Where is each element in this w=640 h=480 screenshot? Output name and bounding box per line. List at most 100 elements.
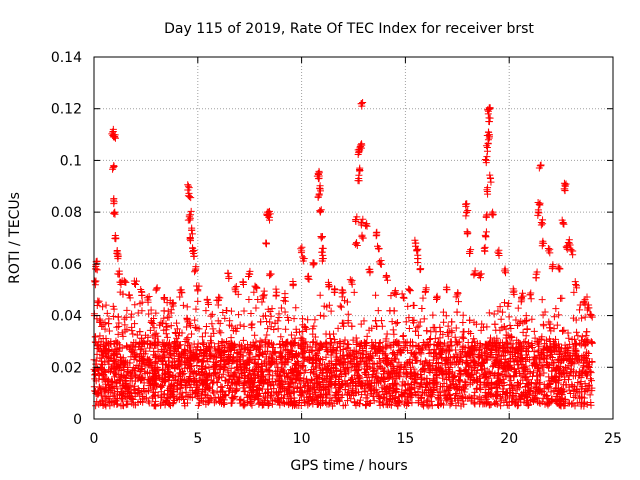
data-point <box>494 307 502 315</box>
data-point <box>314 400 322 408</box>
data-point <box>312 375 320 383</box>
data-point <box>272 356 280 364</box>
data-point <box>326 330 334 338</box>
data-point <box>413 323 421 331</box>
data-point <box>126 383 134 391</box>
data-point <box>329 372 337 380</box>
data-point <box>370 366 378 374</box>
data-point <box>436 387 444 395</box>
data-point <box>396 347 404 355</box>
data-point <box>113 388 121 396</box>
data-point <box>382 272 390 280</box>
data-point <box>433 294 441 302</box>
data-point <box>420 360 428 368</box>
data-point <box>295 377 303 385</box>
data-point <box>233 348 241 356</box>
data-point <box>183 323 191 331</box>
data-point <box>274 396 282 404</box>
data-point <box>573 385 581 393</box>
data-point <box>335 359 343 367</box>
data-point <box>261 357 269 365</box>
data-point <box>365 400 373 408</box>
data-point <box>555 401 563 409</box>
data-point <box>477 326 485 334</box>
data-point <box>540 369 548 377</box>
data-point <box>523 317 531 325</box>
data-point <box>500 267 508 275</box>
data-point <box>386 400 394 408</box>
data-point <box>114 330 122 338</box>
data-point <box>344 368 352 376</box>
data-point <box>322 399 330 407</box>
data-point <box>482 341 490 349</box>
data-point <box>318 376 326 384</box>
data-point <box>247 321 255 329</box>
data-point <box>262 240 270 248</box>
data-point <box>316 311 324 319</box>
data-point <box>324 347 332 355</box>
data-point <box>139 398 147 406</box>
data-point <box>362 402 370 410</box>
data-point <box>439 330 447 338</box>
data-point <box>172 329 180 337</box>
data-point <box>420 368 428 376</box>
data-point <box>134 309 142 317</box>
data-point <box>359 215 367 223</box>
data-point <box>194 287 202 295</box>
data-point <box>130 339 138 347</box>
data-point <box>230 343 238 351</box>
data-point <box>578 333 586 341</box>
data-point <box>456 367 464 375</box>
data-point <box>266 318 274 326</box>
data-point <box>284 384 292 392</box>
data-point <box>405 285 413 293</box>
data-point <box>382 335 390 343</box>
data-point <box>310 354 318 362</box>
data-point <box>281 308 289 316</box>
data-point <box>570 335 578 343</box>
data-point <box>157 383 165 391</box>
data-point <box>282 339 290 347</box>
data-point <box>388 356 396 364</box>
data-point <box>306 379 314 387</box>
data-point <box>265 400 273 408</box>
data-point <box>501 358 509 366</box>
data-point <box>584 386 592 394</box>
y-tick-label: 0.04 <box>51 309 82 325</box>
data-point <box>396 373 404 381</box>
data-point <box>520 338 528 346</box>
data-point <box>393 386 401 394</box>
data-point <box>240 307 248 315</box>
data-point <box>258 372 266 380</box>
data-point <box>398 290 406 298</box>
data-point <box>230 394 238 402</box>
data-point <box>519 289 527 297</box>
data-point <box>184 334 192 342</box>
data-point <box>532 274 540 282</box>
data-point <box>448 318 456 326</box>
data-point <box>128 347 136 355</box>
data-point <box>500 382 508 390</box>
data-point <box>225 359 233 367</box>
data-point <box>195 325 203 333</box>
data-point <box>325 400 333 408</box>
data-point <box>524 381 532 389</box>
data-point <box>275 313 283 321</box>
data-point <box>516 340 524 348</box>
data-point <box>279 395 287 403</box>
data-point <box>416 318 424 326</box>
data-point <box>166 346 174 354</box>
y-tick-label: 0 <box>73 412 82 428</box>
y-tick-label: 0.14 <box>51 50 82 66</box>
data-point <box>269 372 277 380</box>
data-point <box>456 356 464 364</box>
data-point <box>178 329 186 337</box>
data-point <box>402 318 410 326</box>
data-point <box>191 323 199 331</box>
data-point <box>579 363 587 371</box>
data-point <box>408 381 416 389</box>
data-point <box>348 276 356 284</box>
data-point <box>119 358 127 366</box>
data-point <box>356 396 364 404</box>
data-point <box>466 316 474 324</box>
